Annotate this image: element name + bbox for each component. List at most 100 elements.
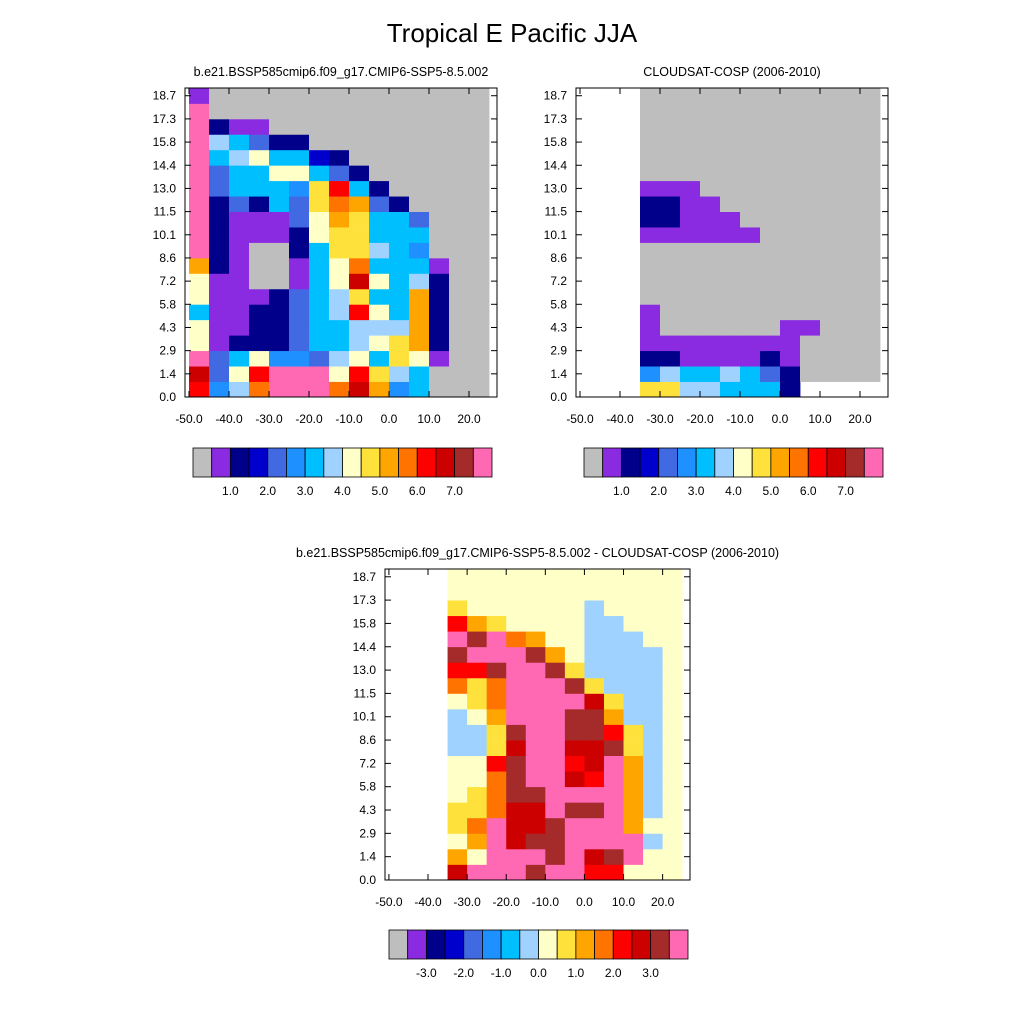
cell bbox=[269, 304, 290, 321]
cell bbox=[525, 600, 546, 617]
cell bbox=[662, 677, 683, 694]
cell bbox=[189, 350, 210, 367]
cell bbox=[662, 864, 683, 881]
y-tick-label: 2.9 bbox=[550, 344, 567, 358]
cell bbox=[860, 288, 881, 305]
cell bbox=[467, 615, 488, 632]
cell bbox=[449, 257, 470, 274]
cell bbox=[660, 165, 681, 182]
cell bbox=[740, 227, 761, 243]
cell bbox=[564, 615, 585, 632]
cell bbox=[840, 103, 861, 120]
cell bbox=[700, 103, 721, 120]
cell bbox=[506, 802, 527, 819]
cell bbox=[369, 257, 390, 274]
cell bbox=[506, 569, 527, 585]
x-tick-label: -50.0 bbox=[566, 412, 594, 426]
cell bbox=[545, 677, 566, 694]
cell bbox=[389, 211, 410, 228]
cell bbox=[603, 724, 624, 741]
cell bbox=[800, 103, 821, 120]
cell bbox=[545, 755, 566, 772]
cell bbox=[640, 103, 661, 120]
cell bbox=[662, 631, 683, 648]
cell bbox=[800, 242, 821, 259]
cell bbox=[449, 227, 470, 243]
colorbar-label: 4.0 bbox=[725, 484, 742, 498]
cell bbox=[449, 103, 470, 120]
colorbar-label: 0.0 bbox=[530, 966, 547, 980]
cell bbox=[447, 677, 468, 694]
y-tick-label: 5.8 bbox=[359, 780, 376, 794]
cell bbox=[429, 242, 450, 259]
cell bbox=[269, 88, 290, 104]
cell bbox=[249, 304, 270, 321]
cell bbox=[780, 288, 801, 305]
cell bbox=[269, 335, 290, 352]
cell bbox=[329, 103, 350, 120]
cell bbox=[349, 196, 370, 212]
cell bbox=[584, 755, 605, 772]
cell bbox=[269, 273, 290, 290]
cell bbox=[603, 848, 624, 865]
cell bbox=[409, 304, 430, 321]
cell bbox=[449, 134, 470, 151]
x-tick-label: -10.0 bbox=[726, 412, 754, 426]
cell bbox=[643, 802, 664, 819]
cell bbox=[369, 335, 390, 352]
cell bbox=[840, 88, 861, 104]
cell bbox=[469, 180, 490, 197]
cell bbox=[309, 288, 330, 305]
cell bbox=[525, 724, 546, 741]
colorbar-box bbox=[192, 447, 213, 478]
cell bbox=[525, 693, 546, 710]
cell bbox=[564, 864, 585, 881]
cell bbox=[289, 211, 310, 228]
colorbar-label: 1.0 bbox=[222, 484, 239, 498]
cell bbox=[369, 103, 390, 120]
y-tick-label: 15.8 bbox=[353, 616, 377, 630]
colorbar-box bbox=[519, 929, 539, 960]
cell bbox=[780, 257, 801, 274]
cell bbox=[189, 381, 210, 398]
cell bbox=[603, 817, 624, 834]
cell bbox=[623, 802, 644, 819]
cell bbox=[349, 257, 370, 274]
cell bbox=[820, 227, 841, 243]
cell bbox=[429, 211, 450, 228]
cell bbox=[564, 708, 585, 725]
colorbar-label: 7.0 bbox=[446, 484, 463, 498]
cell bbox=[409, 242, 430, 259]
cell bbox=[525, 569, 546, 585]
cell bbox=[800, 273, 821, 290]
cell bbox=[640, 196, 661, 212]
cell bbox=[389, 134, 410, 151]
cell bbox=[700, 273, 721, 290]
colorbar-box bbox=[435, 447, 456, 478]
cell bbox=[662, 848, 683, 865]
cell bbox=[469, 242, 490, 259]
cell bbox=[525, 662, 546, 679]
cell bbox=[840, 180, 861, 197]
cell bbox=[409, 227, 430, 243]
cell bbox=[740, 273, 761, 290]
cell bbox=[229, 257, 250, 274]
cell bbox=[329, 134, 350, 151]
cell bbox=[525, 848, 546, 865]
colorbar-box bbox=[575, 929, 595, 960]
cell bbox=[662, 662, 683, 679]
cell bbox=[760, 103, 781, 120]
cell bbox=[229, 211, 250, 228]
cell bbox=[389, 149, 410, 166]
cell bbox=[249, 211, 270, 228]
cell bbox=[447, 802, 468, 819]
cell bbox=[409, 149, 430, 166]
y-tick-label: 13.0 bbox=[544, 181, 568, 195]
cell bbox=[643, 848, 664, 865]
y-tick-label: 5.8 bbox=[550, 297, 567, 311]
cell bbox=[780, 103, 801, 120]
colorbar-box bbox=[267, 447, 287, 478]
cell bbox=[800, 304, 821, 321]
cell bbox=[447, 615, 468, 632]
cell bbox=[369, 211, 390, 228]
